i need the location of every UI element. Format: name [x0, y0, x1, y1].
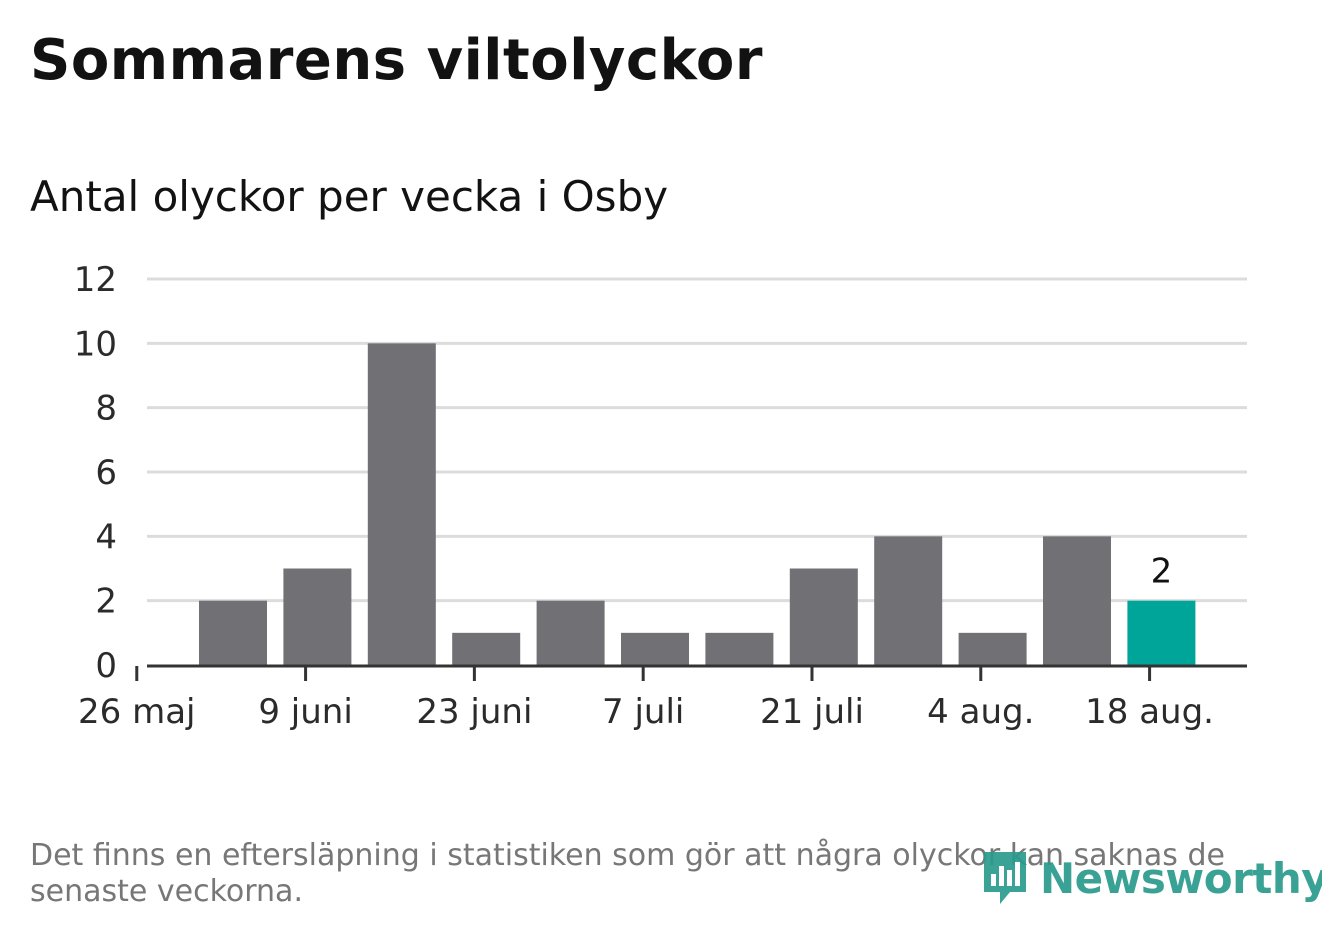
x-tick-label: 26 maj — [78, 692, 195, 732]
y-tick-label: 6 — [95, 453, 117, 493]
x-tick-label: 18 aug. — [1085, 692, 1214, 732]
data-labels: 2 — [1151, 552, 1173, 592]
y-axis-ticks: 0 2 4 6 8 10 12 — [74, 260, 117, 686]
bar — [705, 632, 774, 665]
y-tick-label: 12 — [74, 260, 117, 300]
data-label: 2 — [1151, 552, 1173, 592]
bar-chart: 0 2 4 6 8 10 12 26 maj 9 juni 23 juni 7 juli 21 ju… — [74, 260, 1247, 732]
x-axis-ticks: 26 maj 9 juni 23 juni 7 juli 21 juli 4 aug. 18… — [78, 666, 1214, 732]
bar — [536, 600, 605, 665]
bars — [199, 343, 1196, 665]
y-tick-label: 8 — [95, 389, 117, 429]
x-tick-label: 7 juli — [602, 692, 684, 732]
x-tick-label: 21 juli — [760, 692, 864, 732]
y-tick-label: 4 — [95, 517, 117, 557]
bar — [283, 568, 352, 665]
y-tick-label: 10 — [74, 324, 117, 364]
bar — [452, 632, 521, 665]
chart-subtitle: Antal olyckor per vecka i Osby — [30, 172, 669, 221]
bar — [958, 632, 1027, 665]
x-tick-label: 23 juni — [416, 692, 532, 732]
bar — [199, 600, 267, 665]
bar — [621, 632, 689, 665]
newsworthy-logo-text: Newsworthy — [1040, 853, 1322, 903]
bar — [1043, 536, 1111, 665]
x-tick-label: 4 aug. — [927, 692, 1034, 732]
chart-title: Sommarens viltolyckor — [30, 28, 763, 93]
newsworthy-logo: Newsworthy — [980, 848, 1322, 908]
y-tick-label: 0 — [95, 646, 117, 686]
y-tick-label: 2 — [95, 582, 117, 622]
bar — [874, 536, 943, 665]
bar — [789, 568, 858, 665]
x-tick-label: 9 juni — [258, 692, 352, 732]
newsworthy-logo-icon — [984, 852, 1026, 904]
bar-highlighted — [1127, 600, 1196, 665]
bar — [367, 343, 436, 665]
